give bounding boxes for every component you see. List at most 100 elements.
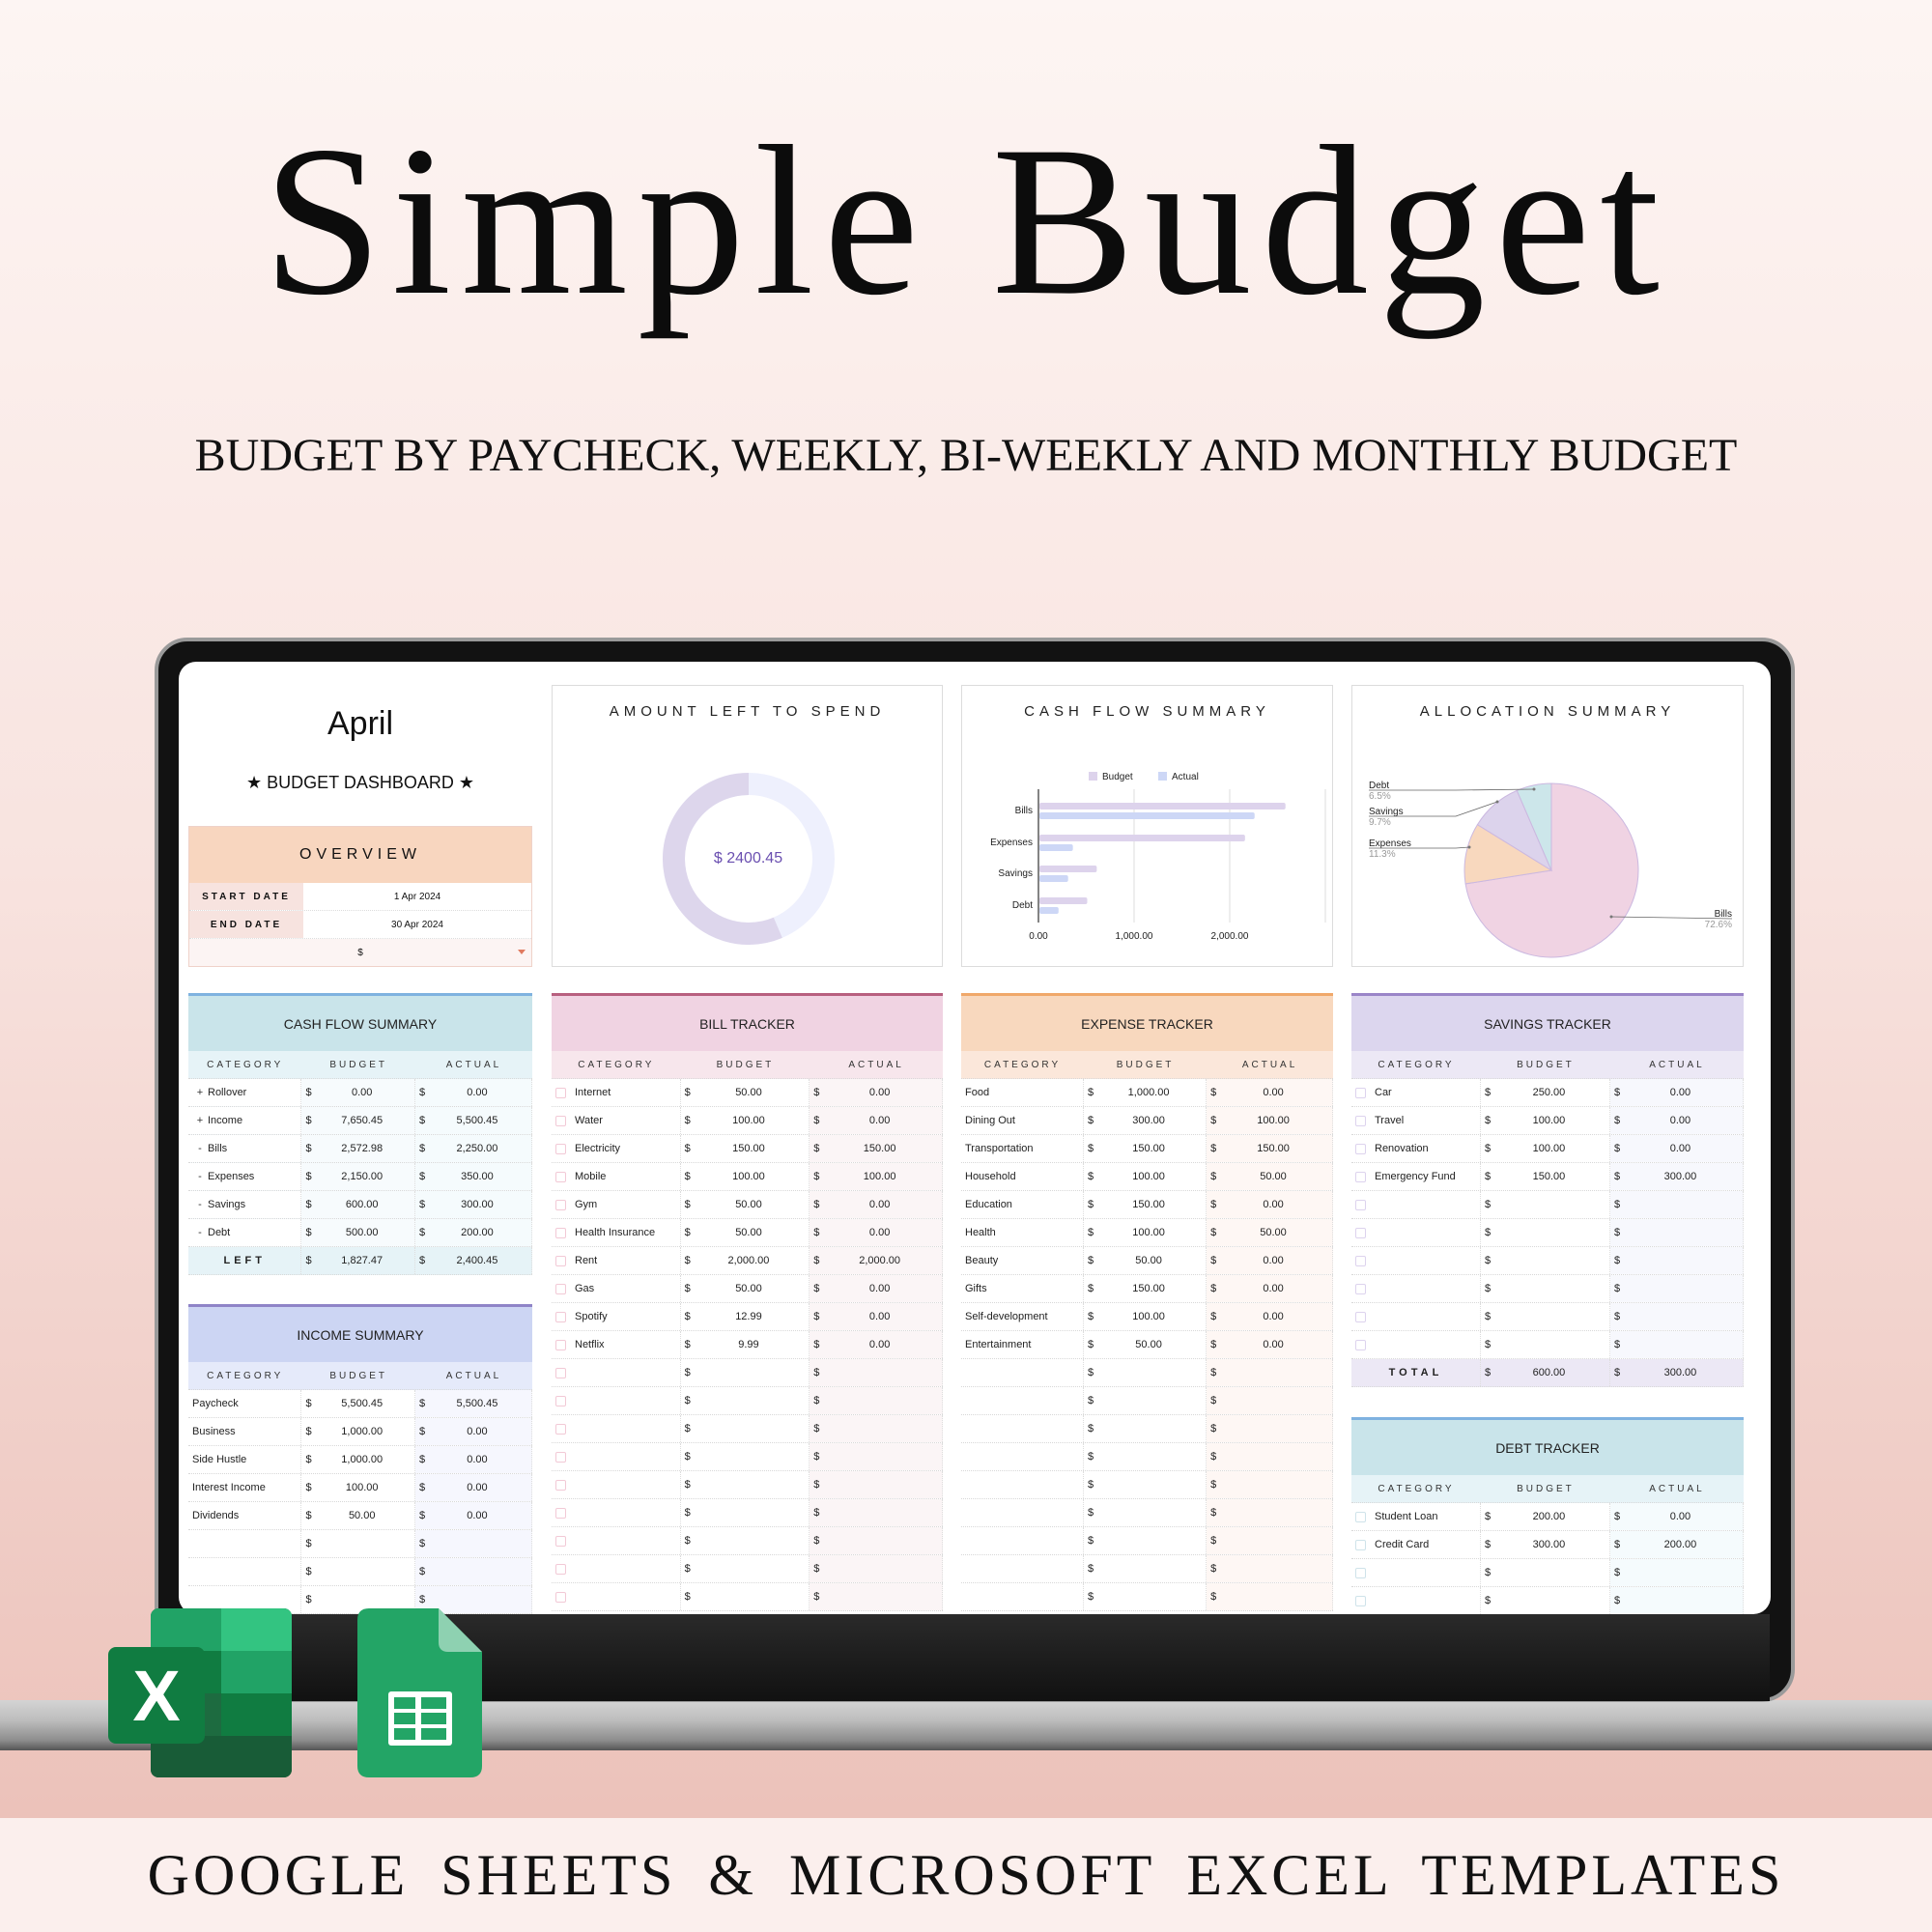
category-cell[interactable]: + Income [188,1107,302,1134]
actual-cell[interactable]: $0.00 [414,1418,532,1445]
checkbox[interactable] [555,1535,566,1547]
actual-cell[interactable]: $5,500.45 [414,1390,532,1417]
category-cell[interactable]: Health [961,1219,1085,1246]
actual-cell[interactable]: $200.00 [1609,1531,1744,1558]
checkbox[interactable] [1355,1595,1366,1606]
category-cell[interactable]: Interest Income [188,1474,302,1501]
actual-cell[interactable]: $0.00 [1207,1247,1333,1274]
budget-cell[interactable]: $ [301,1558,415,1585]
category-cell[interactable]: Electricity [552,1135,681,1162]
actual-cell[interactable]: $ [810,1499,943,1526]
actual-cell[interactable]: $300.00 [1609,1163,1744,1190]
budget-cell[interactable]: $ [1084,1443,1208,1470]
category-cell[interactable] [1351,1219,1481,1246]
category-cell[interactable]: Transportation [961,1135,1085,1162]
checkbox[interactable] [1355,1143,1366,1154]
actual-cell[interactable]: $ [1207,1415,1333,1442]
checkbox[interactable] [1355,1511,1366,1522]
actual-cell[interactable]: $150.00 [1207,1135,1333,1162]
checkbox[interactable] [555,1367,566,1378]
category-cell[interactable]: Gas [552,1275,681,1302]
actual-cell[interactable]: $ [1207,1527,1333,1554]
category-cell[interactable]: Health Insurance [552,1219,681,1246]
budget-cell[interactable]: $100.00 [681,1107,810,1134]
budget-cell[interactable]: $50.00 [681,1079,810,1106]
budget-cell[interactable]: $2,000.00 [681,1247,810,1274]
category-cell[interactable]: Water [552,1107,681,1134]
budget-cell[interactable]: $ [1481,1587,1610,1614]
category-cell[interactable]: - Savings [188,1191,302,1218]
budget-cell[interactable]: $0.00 [301,1079,415,1106]
budget-cell[interactable]: $5,500.45 [301,1390,415,1417]
actual-cell[interactable]: $ [1207,1583,1333,1610]
actual-cell[interactable]: $2,000.00 [810,1247,943,1274]
actual-cell[interactable]: $ [810,1359,943,1386]
actual-cell[interactable]: $0.00 [1609,1135,1744,1162]
checkbox[interactable] [555,1339,566,1350]
budget-cell[interactable]: $1,000.00 [301,1446,415,1473]
budget-cell[interactable]: $600.00 [1481,1359,1610,1386]
actual-cell[interactable]: $ [1609,1331,1744,1358]
actual-cell[interactable]: $0.00 [1207,1275,1333,1302]
actual-cell[interactable]: $300.00 [414,1191,532,1218]
budget-cell[interactable]: $600.00 [301,1191,415,1218]
actual-cell[interactable]: $0.00 [810,1107,943,1134]
checkbox[interactable] [555,1143,566,1154]
actual-cell[interactable]: $ [1609,1559,1744,1586]
actual-cell[interactable]: $ [1207,1359,1333,1386]
budget-cell[interactable]: $9.99 [681,1331,810,1358]
budget-cell[interactable]: $100.00 [1481,1107,1610,1134]
checkbox[interactable] [555,1171,566,1182]
actual-cell[interactable]: $0.00 [1609,1079,1744,1106]
actual-cell[interactable]: $ [414,1558,532,1585]
actual-cell[interactable]: $200.00 [414,1219,532,1246]
category-cell[interactable] [188,1530,302,1557]
actual-cell[interactable]: $ [810,1387,943,1414]
actual-cell[interactable]: $0.00 [414,1446,532,1473]
end-date-value[interactable]: 30 Apr 2024 [391,919,443,930]
category-cell[interactable] [961,1387,1085,1414]
budget-cell[interactable]: $ [1481,1191,1610,1218]
category-cell[interactable] [961,1555,1085,1582]
actual-cell[interactable]: $ [1609,1303,1744,1330]
actual-cell[interactable]: $ [810,1471,943,1498]
budget-cell[interactable]: $100.00 [681,1163,810,1190]
category-cell[interactable]: Student Loan [1351,1503,1481,1530]
category-cell[interactable] [961,1471,1085,1498]
category-cell[interactable]: Spotify [552,1303,681,1330]
checkbox[interactable] [1355,1255,1366,1266]
actual-cell[interactable]: $ [1207,1555,1333,1582]
budget-cell[interactable]: $300.00 [1481,1531,1610,1558]
category-cell[interactable] [1351,1191,1481,1218]
budget-cell[interactable]: $ [1084,1583,1208,1610]
actual-cell[interactable]: $ [810,1443,943,1470]
category-cell[interactable] [552,1499,681,1526]
actual-cell[interactable]: $ [1609,1275,1744,1302]
category-cell[interactable]: Food [961,1079,1085,1106]
budget-cell[interactable]: $100.00 [301,1474,415,1501]
checkbox[interactable] [1355,1311,1366,1322]
category-cell[interactable] [961,1359,1085,1386]
budget-cell[interactable]: $150.00 [1084,1275,1208,1302]
budget-cell[interactable]: $500.00 [301,1219,415,1246]
checkbox[interactable] [1355,1227,1366,1238]
checkbox[interactable] [555,1563,566,1575]
budget-cell[interactable]: $ [681,1443,810,1470]
category-cell[interactable]: Gifts [961,1275,1085,1302]
category-cell[interactable] [961,1443,1085,1470]
budget-cell[interactable]: $ [301,1586,415,1613]
budget-cell[interactable]: $100.00 [1084,1219,1208,1246]
budget-cell[interactable]: $ [681,1471,810,1498]
category-cell[interactable]: - Expenses [188,1163,302,1190]
actual-cell[interactable]: $ [1207,1471,1333,1498]
budget-cell[interactable]: $ [681,1499,810,1526]
checkbox[interactable] [555,1423,566,1435]
checkbox[interactable] [1355,1283,1366,1294]
budget-cell[interactable]: $ [1481,1559,1610,1586]
budget-cell[interactable]: $250.00 [1481,1079,1610,1106]
budget-cell[interactable]: $50.00 [681,1219,810,1246]
actual-cell[interactable]: $0.00 [1609,1503,1744,1530]
budget-cell[interactable]: $ [1084,1415,1208,1442]
budget-cell[interactable]: $150.00 [681,1135,810,1162]
budget-cell[interactable]: $ [1084,1359,1208,1386]
